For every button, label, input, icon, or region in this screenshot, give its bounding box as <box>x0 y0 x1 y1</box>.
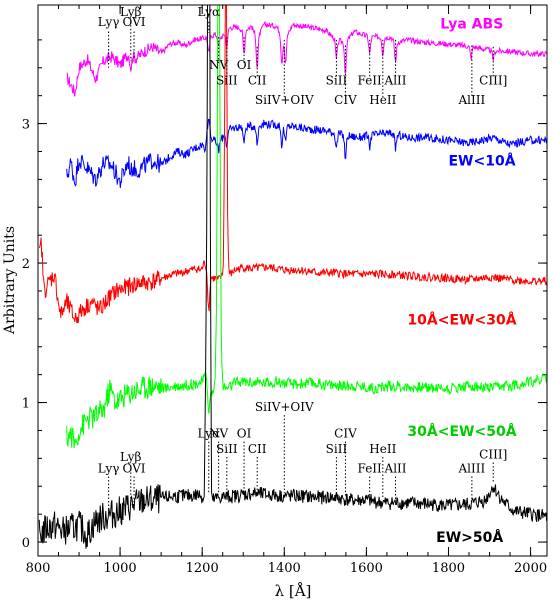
annotations-bottom-label: CIII] <box>479 447 507 461</box>
x-axis-label: λ [Å] <box>275 582 312 600</box>
y-tick-label: 3 <box>22 118 30 133</box>
annotations-top-label: SiII <box>326 74 348 88</box>
x-tick-label: 1200 <box>186 561 219 576</box>
annotations-bottom-label: CII <box>248 442 267 456</box>
series-label-2: 10Å<EW<30Å <box>407 311 516 328</box>
annotations-top-label: Lyα <box>197 5 220 19</box>
annotations-top-label: FeII <box>358 74 383 88</box>
series-line-4 <box>38 5 547 549</box>
annotations-top-label: CIII] <box>479 74 507 88</box>
x-tick-label: 2000 <box>514 561 547 576</box>
annotations-bottom-label: Lyβ <box>120 450 142 464</box>
annotations-top-label: NV <box>209 58 229 72</box>
series-line-1 <box>66 118 547 189</box>
annotations-bottom-label: Lyγ <box>98 461 120 475</box>
annotations-top-label: SiIV+OIV <box>255 93 314 107</box>
annotations-bottom-label: HeII <box>369 442 396 456</box>
annotations-bottom-label: NV <box>209 426 229 440</box>
annotations-top-label: Lyγ <box>98 15 120 29</box>
annotations-top-label: OVI <box>123 15 146 29</box>
x-tick-label: 1400 <box>268 561 301 576</box>
x-tick-label: 800 <box>26 561 51 576</box>
series-label-0: Lya ABS <box>440 17 503 33</box>
series-label-3: 30Å<EW<50Å <box>407 423 516 440</box>
annotations-bottom-label: OI <box>237 426 252 440</box>
annotations-top-label: CII <box>248 74 267 88</box>
series-line-0 <box>66 21 547 97</box>
annotations-bottom-label: AlII <box>384 461 407 475</box>
annotations-top-label: CIV <box>334 93 357 107</box>
annotations-bottom-label: Lyα <box>197 426 220 440</box>
annotations-bottom-label: SiIV+OIV <box>255 400 314 414</box>
x-tick-label: 1600 <box>350 561 383 576</box>
annotations-top-label: OI <box>237 58 252 72</box>
series-line-3 <box>66 5 547 449</box>
annotations-bottom-label: SiII <box>326 442 348 456</box>
series-line-2 <box>38 5 547 324</box>
series-label-4: EW>50Å <box>436 529 503 546</box>
plot-area: 800 1000 1200 1400 1600 1800 2000 0 1 2 3 Lya ABS EW… <box>22 5 547 576</box>
y-tick-label: 0 <box>22 536 30 551</box>
annotations-bottom-label: AlIII <box>458 461 486 475</box>
annotations-top-label: Lyβ <box>120 5 142 19</box>
annotations-top-label: HeII <box>369 93 396 107</box>
plot-frame <box>37 4 548 557</box>
annotations-top-label: SiII <box>216 74 238 88</box>
annotations-bottom-label: CIV <box>334 426 357 440</box>
annotations-bottom-label: FeII <box>358 461 383 475</box>
x-tick-label: 1000 <box>104 561 137 576</box>
y-tick-label: 1 <box>22 397 30 412</box>
series-label-1: EW<10Å <box>448 152 515 169</box>
annotations-bottom-label: OVI <box>123 461 146 475</box>
y-tick-label: 2 <box>22 257 30 272</box>
annotations-bottom-label: SiII <box>216 442 238 456</box>
x-tick-label: 1800 <box>432 561 465 576</box>
annotations-top-label: AlIII <box>458 93 486 107</box>
y-axis-label: Arbitrary Units <box>2 226 18 335</box>
annotations-top-label: AlII <box>384 74 407 88</box>
